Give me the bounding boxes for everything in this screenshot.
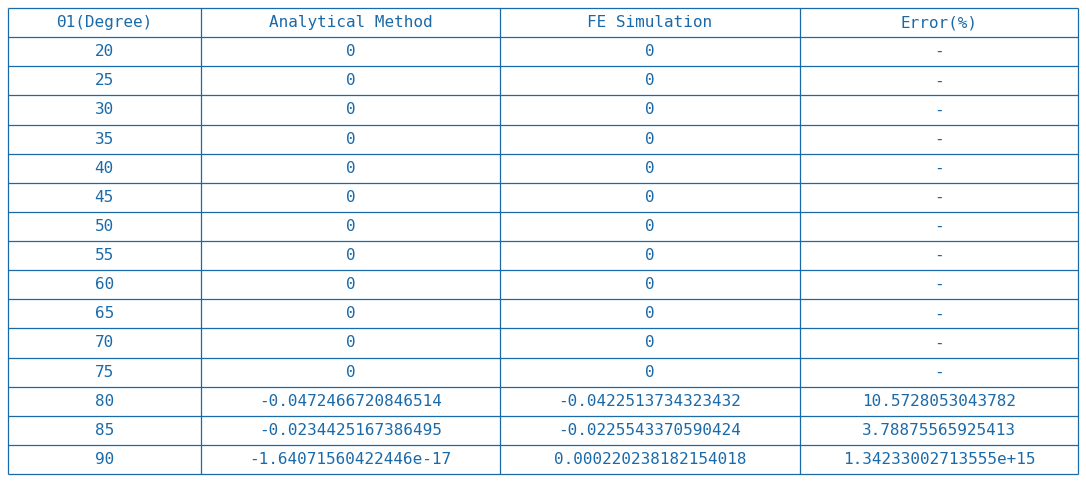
Text: 55: 55: [94, 248, 114, 263]
Text: 0: 0: [345, 44, 355, 59]
Text: 90: 90: [94, 452, 114, 467]
Text: -: -: [934, 44, 944, 59]
Text: -: -: [934, 103, 944, 118]
Text: -0.0472466720846514: -0.0472466720846514: [258, 394, 442, 409]
Text: -: -: [934, 277, 944, 292]
Text: 0: 0: [645, 307, 655, 321]
Text: -: -: [934, 161, 944, 175]
Text: -: -: [934, 248, 944, 263]
Text: 0: 0: [645, 190, 655, 205]
Text: 85: 85: [94, 423, 114, 438]
Text: -: -: [934, 73, 944, 88]
Text: -0.0225543370590424: -0.0225543370590424: [558, 423, 742, 438]
Text: 0.000220238182154018: 0.000220238182154018: [554, 452, 746, 467]
Text: 0: 0: [645, 161, 655, 175]
Text: 50: 50: [94, 219, 114, 234]
Text: 0: 0: [345, 364, 355, 379]
Text: 0: 0: [645, 132, 655, 147]
Text: 0: 0: [345, 132, 355, 147]
Text: 35: 35: [94, 132, 114, 147]
Text: 0: 0: [645, 364, 655, 379]
Text: 0: 0: [645, 44, 655, 59]
Text: 0: 0: [645, 277, 655, 292]
Text: 40: 40: [94, 161, 114, 175]
Text: 0: 0: [645, 335, 655, 350]
Text: 45: 45: [94, 190, 114, 205]
Text: 20: 20: [94, 44, 114, 59]
Text: 0: 0: [345, 307, 355, 321]
Text: 0: 0: [645, 103, 655, 118]
Text: 0: 0: [345, 161, 355, 175]
Text: 0: 0: [645, 73, 655, 88]
Text: FE Simulation: FE Simulation: [588, 15, 712, 30]
Text: 0: 0: [645, 219, 655, 234]
Text: 3.78875565925413: 3.78875565925413: [862, 423, 1015, 438]
Text: 80: 80: [94, 394, 114, 409]
Text: -1.64071560422446e-17: -1.64071560422446e-17: [250, 452, 452, 467]
Text: 0: 0: [345, 190, 355, 205]
Text: Θ1(Degree): Θ1(Degree): [56, 15, 152, 30]
Text: 30: 30: [94, 103, 114, 118]
Text: -: -: [934, 307, 944, 321]
Text: -: -: [934, 335, 944, 350]
Text: 70: 70: [94, 335, 114, 350]
Text: -0.0234425167386495: -0.0234425167386495: [258, 423, 442, 438]
Text: 0: 0: [645, 248, 655, 263]
Text: 65: 65: [94, 307, 114, 321]
Text: 0: 0: [345, 248, 355, 263]
Text: 75: 75: [94, 364, 114, 379]
Text: 0: 0: [345, 219, 355, 234]
Text: -: -: [934, 364, 944, 379]
Text: -: -: [934, 219, 944, 234]
Text: Analytical Method: Analytical Method: [268, 15, 432, 30]
Text: 10.5728053043782: 10.5728053043782: [862, 394, 1015, 409]
Text: 0: 0: [345, 103, 355, 118]
Text: 1.34233002713555e+15: 1.34233002713555e+15: [843, 452, 1035, 467]
Text: -: -: [934, 132, 944, 147]
Text: -0.0422513734323432: -0.0422513734323432: [558, 394, 742, 409]
Text: 0: 0: [345, 277, 355, 292]
Text: 60: 60: [94, 277, 114, 292]
Text: 0: 0: [345, 335, 355, 350]
Text: -: -: [934, 190, 944, 205]
Text: 0: 0: [345, 73, 355, 88]
Text: 25: 25: [94, 73, 114, 88]
Text: Error(%): Error(%): [900, 15, 977, 30]
